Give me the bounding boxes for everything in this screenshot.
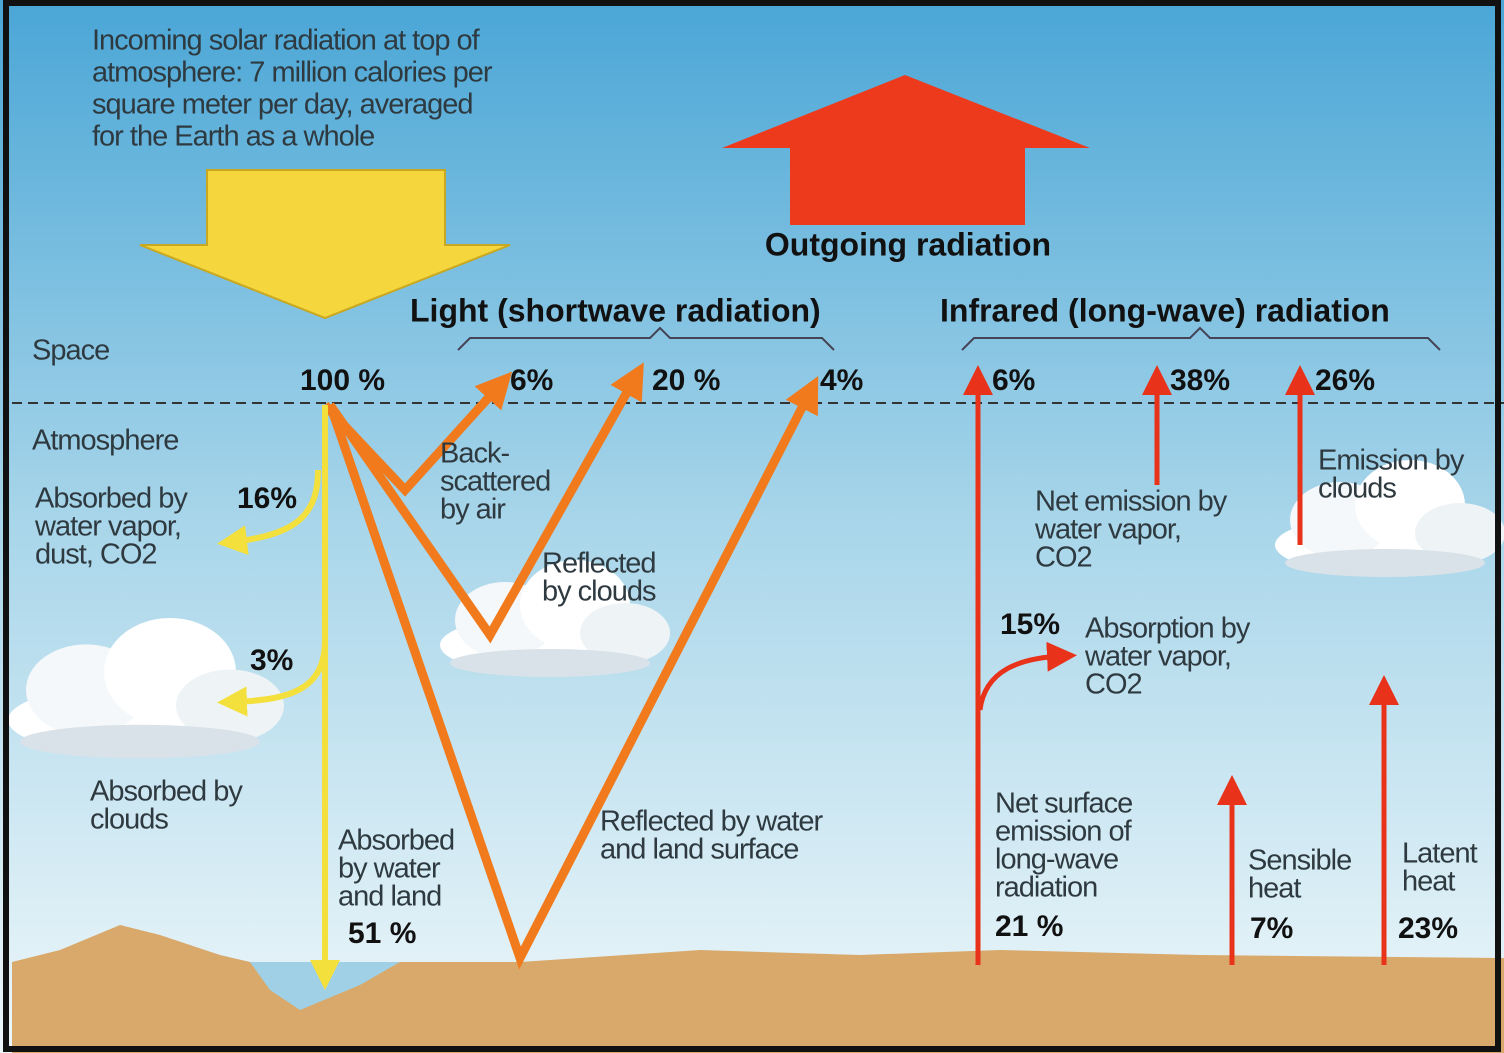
- flow-label: Absorption by: [1085, 613, 1251, 645]
- incoming-text: for the Earth as a whole: [92, 121, 374, 153]
- percent: 100 %: [300, 364, 385, 397]
- outgoing-label: Outgoing radiation: [765, 226, 1051, 262]
- flow-label: Latent: [1402, 838, 1478, 870]
- flow-label: Reflected by water: [600, 806, 824, 838]
- percent: 16%: [237, 482, 297, 515]
- flow-label: Back-: [440, 438, 509, 470]
- flow-label: long-wave: [995, 844, 1118, 876]
- flow-label: CO2: [1085, 669, 1142, 701]
- flow-label: by water: [338, 853, 441, 885]
- flow-label: and land: [338, 881, 441, 913]
- flow-label: Absorbed: [338, 825, 454, 857]
- ground: [12, 925, 1504, 1053]
- light-heading: Light (shortwave radiation): [410, 292, 821, 328]
- flow-label: heat: [1248, 873, 1301, 905]
- percent: 7%: [1250, 912, 1293, 945]
- percent: 38%: [1170, 364, 1230, 397]
- flow-label: Reflected: [542, 548, 656, 580]
- percent: 6%: [510, 364, 553, 397]
- flow-label: water vapor,: [1084, 641, 1231, 673]
- flow-label: Absorbed by: [90, 776, 243, 808]
- flow-label: clouds: [90, 804, 168, 836]
- infrared-heading: Infrared (long-wave) radiation: [940, 292, 1390, 328]
- flow-label: radiation: [995, 872, 1097, 904]
- incoming-text: square meter per day, averaged: [92, 89, 473, 121]
- bracket: [961, 326, 1441, 351]
- flow-label: heat: [1402, 866, 1455, 898]
- incoming-arrow: [139, 169, 511, 320]
- percent: 15%: [1000, 608, 1060, 641]
- flow-label: Net emission by: [1035, 486, 1228, 518]
- layer-label: Space: [32, 335, 109, 367]
- flow-label: Sensible: [1248, 845, 1351, 877]
- labels: Incoming solar radiation at top ofatmosp…: [32, 25, 1479, 950]
- bracket: [457, 326, 835, 351]
- flow-label: water vapor,: [1034, 514, 1181, 546]
- percent: 3%: [250, 644, 293, 677]
- flow-label: Net surface: [995, 788, 1132, 820]
- flow-label: water vapor,: [34, 511, 181, 543]
- absorption-arrow: [977, 641, 1077, 711]
- percent: 21 %: [995, 910, 1063, 943]
- absorbed-clouds-arrow: [217, 639, 328, 717]
- percent: 6%: [992, 364, 1035, 397]
- percent: 4%: [820, 364, 863, 397]
- flow-label: CO2: [1035, 542, 1092, 574]
- flow-label: scattered: [440, 466, 550, 498]
- frame: [3, 0, 1501, 1052]
- flow-label: and land surface: [600, 834, 798, 866]
- flow-label: clouds: [1318, 473, 1396, 505]
- flow-label: dust, CO2: [35, 539, 157, 571]
- flow-label: Emission by: [1318, 445, 1465, 477]
- outgoing-arrow: [722, 75, 1090, 225]
- flow-label: Absorbed by: [35, 483, 188, 515]
- percent: 51 %: [348, 917, 416, 950]
- flow-label: emission of: [995, 816, 1133, 848]
- surface-reflection-arrow: [327, 375, 819, 970]
- flow-label: by clouds: [542, 576, 656, 608]
- cloud-reflection-arrow: [326, 362, 644, 644]
- flow-label: by air: [440, 494, 506, 526]
- incoming-text: Incoming solar radiation at top of: [92, 25, 481, 57]
- absorbed-vapor-arrow: [217, 469, 321, 556]
- percent: 23%: [1398, 912, 1458, 945]
- percent: 20 %: [652, 364, 720, 397]
- percent: 26%: [1315, 364, 1375, 397]
- layer-label: Atmosphere: [32, 425, 178, 457]
- incoming-text: atmosphere: 7 million calories per: [92, 57, 493, 89]
